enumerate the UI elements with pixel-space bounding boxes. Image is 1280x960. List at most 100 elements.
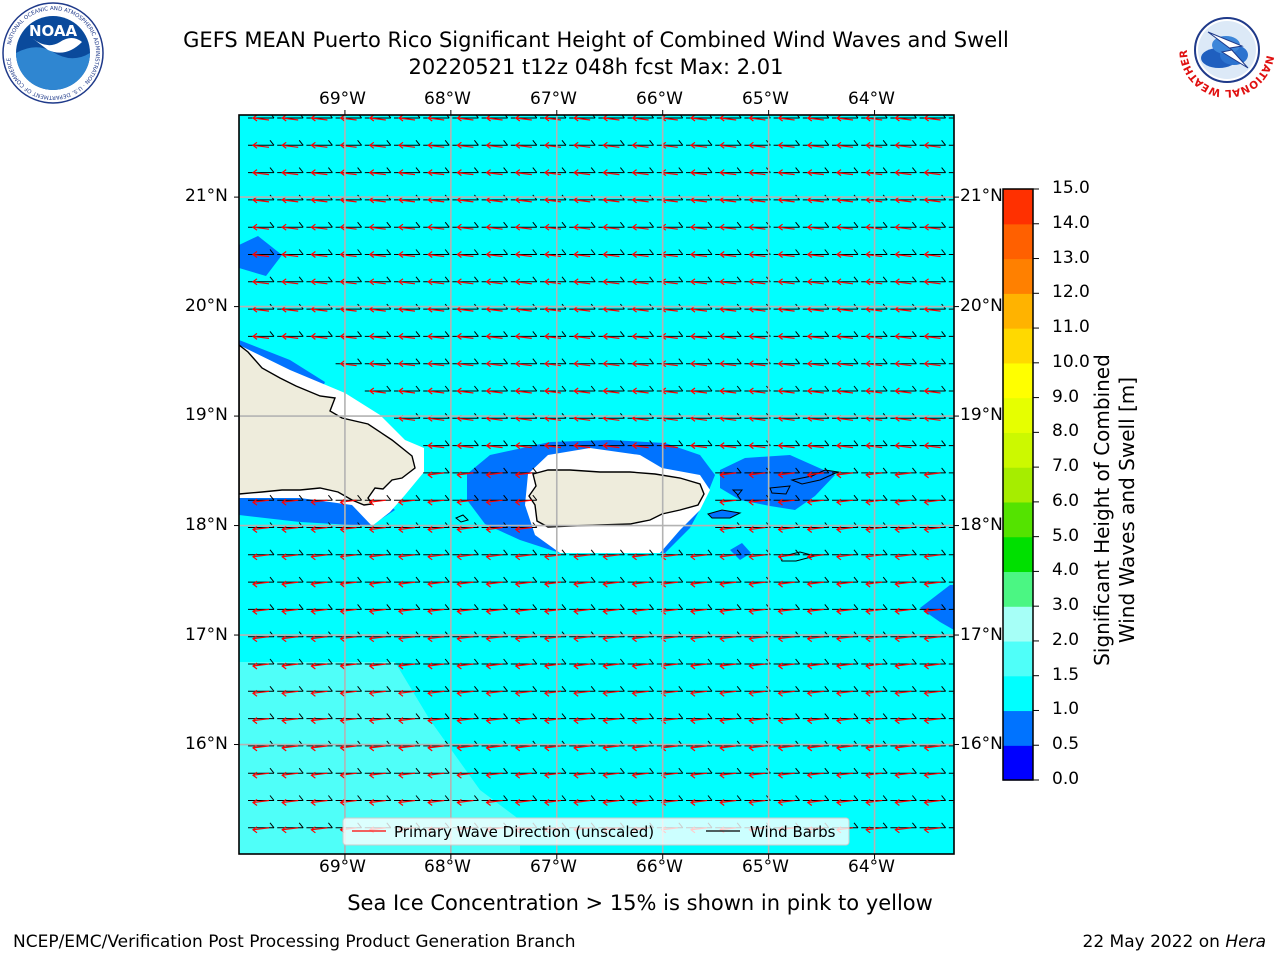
wave-arrow [836, 445, 854, 449]
wave-arrow-head [777, 799, 783, 806]
wave-arrow-head [660, 607, 667, 615]
wave-arrow [924, 226, 941, 230]
wave-arrow-head [398, 771, 404, 779]
wave-arrow [544, 390, 562, 394]
wave-arrow-head [777, 332, 783, 340]
wave-arrow-head [719, 387, 725, 395]
nws-logo-icon: NATIONAL WEATHER SERVICE [1172, 0, 1278, 100]
wave-arrow [895, 253, 912, 258]
wave-arrow-head [514, 662, 521, 670]
wind-barb-flag [269, 685, 275, 692]
wind-barb-flag [415, 139, 421, 146]
wind-barb-flag [532, 331, 538, 337]
wind-barb-flag [649, 249, 654, 255]
wave-arrow [340, 526, 357, 531]
wind-barb-flag [736, 604, 742, 610]
wind-barb-flag [561, 167, 567, 173]
wave-arrow [340, 772, 357, 776]
wind-barb-flag [649, 440, 654, 446]
wave-arrow [544, 172, 562, 176]
wave-arrow-head [894, 580, 900, 588]
wave-arrow-head [602, 442, 608, 450]
wave-arrow [252, 144, 270, 148]
wave-arrow [953, 719, 954, 722]
wave-arrow-head [281, 799, 287, 806]
colorbar-segment [1003, 640, 1033, 677]
wave-arrow-head [339, 141, 345, 149]
wave-arrow-head [923, 526, 929, 533]
colorbar-segment [1003, 536, 1033, 573]
wave-arrow [544, 199, 562, 203]
wind-barb-flag [620, 631, 625, 638]
wave-arrow-head [836, 498, 842, 506]
wave-arrow [953, 474, 954, 476]
wind-barb-flag [269, 549, 275, 556]
wave-arrow-head [602, 360, 608, 368]
wave-arrow-head [310, 169, 316, 177]
wave-arrow-head [456, 471, 462, 479]
wave-arrow-head [252, 744, 258, 752]
wave-arrow [428, 308, 445, 312]
wave-arrow [603, 554, 620, 558]
wave-arrow [690, 390, 708, 394]
wind-barb-flag [824, 249, 830, 255]
wind-barb-flag [269, 221, 275, 228]
wave-arrow [282, 499, 299, 503]
wind-barb-flag [269, 494, 275, 501]
wave-arrow [369, 690, 386, 694]
wave-arrow-head [368, 169, 375, 177]
wave-arrow-head [660, 442, 667, 450]
wind-barb-flag [561, 331, 567, 337]
wind-barb-flag [590, 685, 596, 692]
wind-barb-flag [882, 358, 888, 365]
wave-arrow-head [923, 635, 929, 643]
wave-arrow-head [310, 662, 316, 670]
wave-arrow-head [777, 115, 783, 122]
wave-arrow [690, 308, 708, 312]
wave-arrow-head [368, 332, 375, 340]
wind-barb-flag [386, 139, 392, 146]
wave-arrow-head [339, 360, 345, 368]
wave-arrow [749, 335, 766, 339]
wind-barb-flag [532, 276, 538, 283]
wave-arrow-head [368, 607, 375, 615]
wave-arrow [398, 144, 416, 148]
colorbar-tick-label: 1.0 [1052, 699, 1080, 720]
wave-arrow-head [398, 580, 404, 588]
wind-barb-flag [386, 604, 392, 610]
footer-date: 22 May 2022 on Hera [1083, 932, 1267, 952]
wave-arrow [749, 281, 766, 285]
wind-barb-flag [678, 221, 684, 228]
wave-arrow [661, 581, 678, 585]
wave-arrow [398, 745, 416, 749]
wind-barb-flag [386, 494, 392, 501]
wind-barb-flag [824, 631, 830, 638]
wind-barb-flag [912, 494, 917, 501]
wind-barb-flag [795, 221, 800, 228]
wave-arrow-head [310, 251, 316, 258]
wave-zone-0_5-1_0 [920, 585, 954, 630]
wind-barb-flag [357, 604, 362, 610]
wave-arrow-head [660, 744, 667, 752]
wind-barb-flag [328, 685, 333, 692]
wind-barb-flag [795, 713, 800, 719]
wave-arrow [778, 144, 795, 148]
wind-barb-flag [415, 631, 421, 638]
wave-arrow [778, 690, 795, 694]
wave-arrow-head [660, 635, 667, 643]
wave-arrow [720, 281, 737, 285]
wind-barb-flag [853, 385, 859, 392]
wind-barb-flag [590, 631, 596, 638]
wind-barb-flag [971, 277, 975, 282]
wave-arrow-head [252, 115, 258, 122]
wind-barb-flag [620, 385, 625, 392]
wave-arrow-head [894, 471, 900, 479]
colorbar-tick-label: 11.0 [1052, 317, 1090, 338]
wave-arrow-head [485, 553, 491, 561]
wind-barb-flag [386, 685, 392, 692]
wave-arrow [720, 608, 737, 612]
wave-arrow-head [806, 223, 813, 231]
wind-barb-flag [503, 767, 508, 774]
wave-arrow-head [281, 169, 287, 177]
wave-arrow-head [514, 442, 521, 450]
